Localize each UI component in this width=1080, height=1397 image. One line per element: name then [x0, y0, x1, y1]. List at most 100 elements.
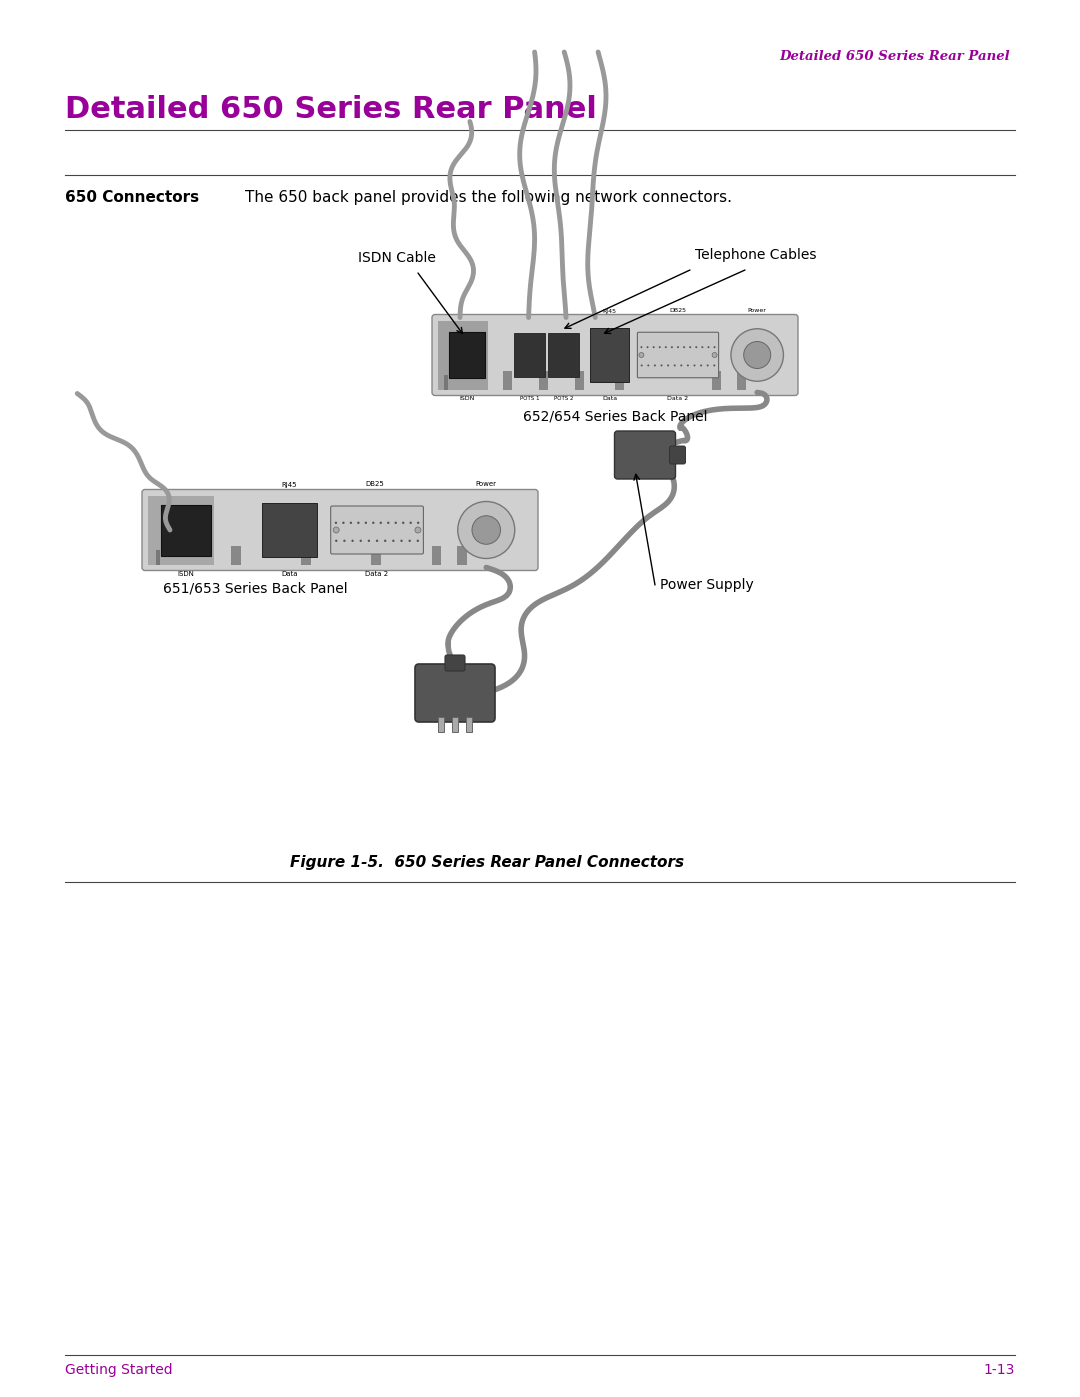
Text: 650 Connectors: 650 Connectors [65, 190, 199, 205]
Bar [262, 503, 316, 557]
Circle shape [342, 521, 345, 524]
Bar [457, 546, 467, 564]
Circle shape [683, 346, 685, 348]
Circle shape [647, 346, 648, 348]
Circle shape [712, 352, 717, 358]
Circle shape [409, 521, 411, 524]
Text: Detailed 650 Series Rear Panel: Detailed 650 Series Rear Panel [65, 95, 597, 124]
Bar [301, 546, 311, 564]
FancyBboxPatch shape [670, 446, 686, 464]
Bar [148, 496, 214, 564]
FancyBboxPatch shape [415, 664, 495, 722]
Circle shape [334, 527, 339, 534]
Text: POTS 1: POTS 1 [519, 395, 539, 401]
Circle shape [392, 539, 394, 542]
Circle shape [417, 539, 419, 542]
Circle shape [408, 539, 410, 542]
Circle shape [671, 346, 673, 348]
Text: DB25: DB25 [670, 309, 687, 313]
Circle shape [640, 365, 643, 366]
Circle shape [665, 346, 666, 348]
Text: Power: Power [476, 482, 497, 488]
Text: Data 2: Data 2 [667, 395, 689, 401]
Text: RJ45: RJ45 [603, 309, 617, 313]
Bar [738, 370, 746, 390]
Bar [590, 328, 630, 381]
Bar [465, 717, 472, 732]
Circle shape [367, 539, 370, 542]
Text: The 650 back panel provides the following network connectors.: The 650 back panel provides the followin… [245, 190, 732, 205]
Bar [514, 334, 544, 377]
Circle shape [661, 365, 662, 366]
Bar [453, 717, 458, 732]
Circle shape [713, 365, 715, 366]
Text: Detailed 650 Series Rear Panel: Detailed 650 Series Rear Panel [780, 50, 1010, 63]
Circle shape [731, 328, 783, 381]
Circle shape [379, 521, 382, 524]
Bar [615, 370, 624, 390]
Circle shape [394, 521, 397, 524]
Circle shape [458, 502, 515, 559]
Circle shape [384, 539, 387, 542]
Text: 1-13: 1-13 [984, 1363, 1015, 1377]
Circle shape [640, 346, 643, 348]
Bar [231, 546, 241, 564]
Bar [576, 370, 584, 390]
Circle shape [472, 515, 500, 545]
Circle shape [639, 352, 644, 358]
Bar [503, 370, 512, 390]
Circle shape [351, 539, 354, 542]
Circle shape [647, 365, 649, 366]
FancyBboxPatch shape [445, 655, 465, 671]
Bar [712, 370, 721, 390]
Circle shape [350, 521, 352, 524]
Circle shape [687, 365, 689, 366]
Circle shape [693, 365, 696, 366]
Circle shape [714, 346, 716, 348]
Text: 652/654 Series Back Panel: 652/654 Series Back Panel [523, 409, 707, 425]
Bar [539, 370, 549, 390]
FancyBboxPatch shape [330, 506, 423, 555]
Text: Power Supply: Power Supply [660, 578, 754, 592]
Circle shape [360, 539, 362, 542]
Text: 651/653 Series Back Panel: 651/653 Series Back Panel [163, 583, 348, 597]
Text: Figure 1-5.  650 Series Rear Panel Connectors: Figure 1-5. 650 Series Rear Panel Connec… [289, 855, 684, 870]
Text: Getting Started: Getting Started [65, 1363, 173, 1377]
Bar [449, 331, 485, 379]
Text: Data: Data [281, 570, 298, 577]
Circle shape [677, 346, 679, 348]
FancyBboxPatch shape [432, 314, 798, 395]
Bar [444, 374, 448, 390]
Circle shape [417, 521, 419, 524]
Bar [372, 546, 381, 564]
FancyBboxPatch shape [615, 432, 675, 479]
Circle shape [701, 346, 703, 348]
Text: ISDN: ISDN [460, 395, 475, 401]
Circle shape [653, 365, 656, 366]
Circle shape [402, 521, 404, 524]
FancyBboxPatch shape [637, 332, 718, 377]
Text: ISDN: ISDN [177, 570, 194, 577]
FancyBboxPatch shape [141, 489, 538, 570]
Circle shape [376, 539, 378, 542]
Circle shape [357, 521, 360, 524]
Circle shape [365, 521, 367, 524]
Text: Power: Power [747, 309, 767, 313]
Text: POTS 2: POTS 2 [554, 395, 573, 401]
Bar [549, 334, 579, 377]
Circle shape [335, 539, 337, 542]
Circle shape [696, 346, 698, 348]
Text: Telephone Cables: Telephone Cables [696, 249, 816, 263]
Bar [161, 504, 212, 556]
Circle shape [415, 527, 421, 534]
Bar [156, 549, 160, 564]
Bar [438, 717, 444, 732]
Text: DB25: DB25 [366, 482, 384, 488]
Bar [438, 320, 488, 390]
Text: RJ45: RJ45 [282, 482, 297, 488]
Text: Data 2: Data 2 [365, 570, 389, 577]
Circle shape [387, 521, 390, 524]
Text: ISDN Cable: ISDN Cable [357, 251, 436, 265]
Circle shape [667, 365, 670, 366]
Circle shape [689, 346, 691, 348]
